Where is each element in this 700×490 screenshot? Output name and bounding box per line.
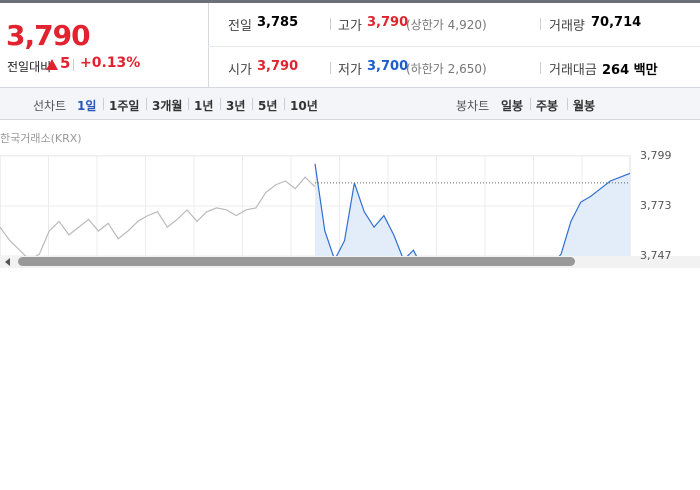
tab[interactable]: 1일 <box>77 99 97 113</box>
stat-label: 거래량 <box>549 19 585 34</box>
change-label: 전일대비 <box>7 60 52 74</box>
area <box>315 163 630 256</box>
up-icon <box>46 59 58 70</box>
tab[interactable]: 일봉 <box>501 99 524 113</box>
tab[interactable]: 1년 <box>194 99 214 113</box>
separator <box>284 98 285 110</box>
tab[interactable]: 10년 <box>290 99 318 113</box>
tab[interactable]: 주봉 <box>536 99 559 113</box>
divider <box>208 46 700 47</box>
tab[interactable]: 1주일 <box>109 99 140 113</box>
scrollbar-thumb[interactable] <box>18 257 575 266</box>
separator <box>252 98 253 110</box>
quote-panel: 3,790 전일대비 5 +0.13% 전일 3,785 고가 3,790 (상… <box>0 0 700 88</box>
tab[interactable]: 3개월 <box>152 99 183 113</box>
stat-value: 3,700 <box>367 59 409 74</box>
separator <box>188 98 189 110</box>
tab[interactable]: 5년 <box>258 99 278 113</box>
y-tick-label: 3,773 <box>640 199 672 212</box>
stat-label: 고가 <box>338 19 362 34</box>
separator <box>73 59 74 71</box>
separator <box>220 98 221 110</box>
y-tick-label: 3,799 <box>640 150 672 162</box>
divider <box>208 3 209 88</box>
stat-note: (상한가 4,920) <box>406 18 487 32</box>
separator <box>540 62 541 74</box>
chart: 3,799 3,773 3,747 <box>0 150 700 268</box>
separator <box>567 98 568 110</box>
separator <box>540 18 541 30</box>
price: 3,790 <box>6 19 91 52</box>
tab[interactable]: 월봉 <box>573 99 596 113</box>
separator <box>103 98 104 110</box>
tab[interactable]: 3년 <box>226 99 246 113</box>
separator <box>146 98 147 110</box>
chart-tabs: 선차트 봉차트 1일 1주일 3개월 1년 3년 5년 10년 일봉 주봉 월봉 <box>0 88 700 120</box>
plot <box>0 156 630 256</box>
separator <box>530 98 531 110</box>
stat-value: 3,790 <box>257 59 299 74</box>
tab-group-label: 봉차트 <box>456 99 490 113</box>
change: 5 <box>60 54 71 72</box>
change-pct: +0.13% <box>80 55 141 71</box>
stat-note: (하한가 2,650) <box>406 62 487 76</box>
stat-value: 264 백만 <box>602 63 658 78</box>
stat-label: 저가 <box>338 63 362 78</box>
stat-label: 거래대금 <box>549 63 597 78</box>
tab-group-label: 선차트 <box>33 99 67 113</box>
stat-label: 시가 <box>228 63 252 78</box>
line <box>314 163 630 256</box>
stat-value: 3,785 <box>257 15 299 30</box>
separator <box>330 18 331 30</box>
source: 한국거래소(KRX) <box>0 132 82 145</box>
stat-label: 전일 <box>228 19 252 34</box>
scroll-left[interactable] <box>5 258 10 266</box>
stat-value: 70,714 <box>591 15 642 30</box>
separator <box>330 62 331 74</box>
line <box>0 176 316 256</box>
stat-value: 3,790 <box>367 15 409 30</box>
y-tick-label: 3,747 <box>640 249 672 262</box>
